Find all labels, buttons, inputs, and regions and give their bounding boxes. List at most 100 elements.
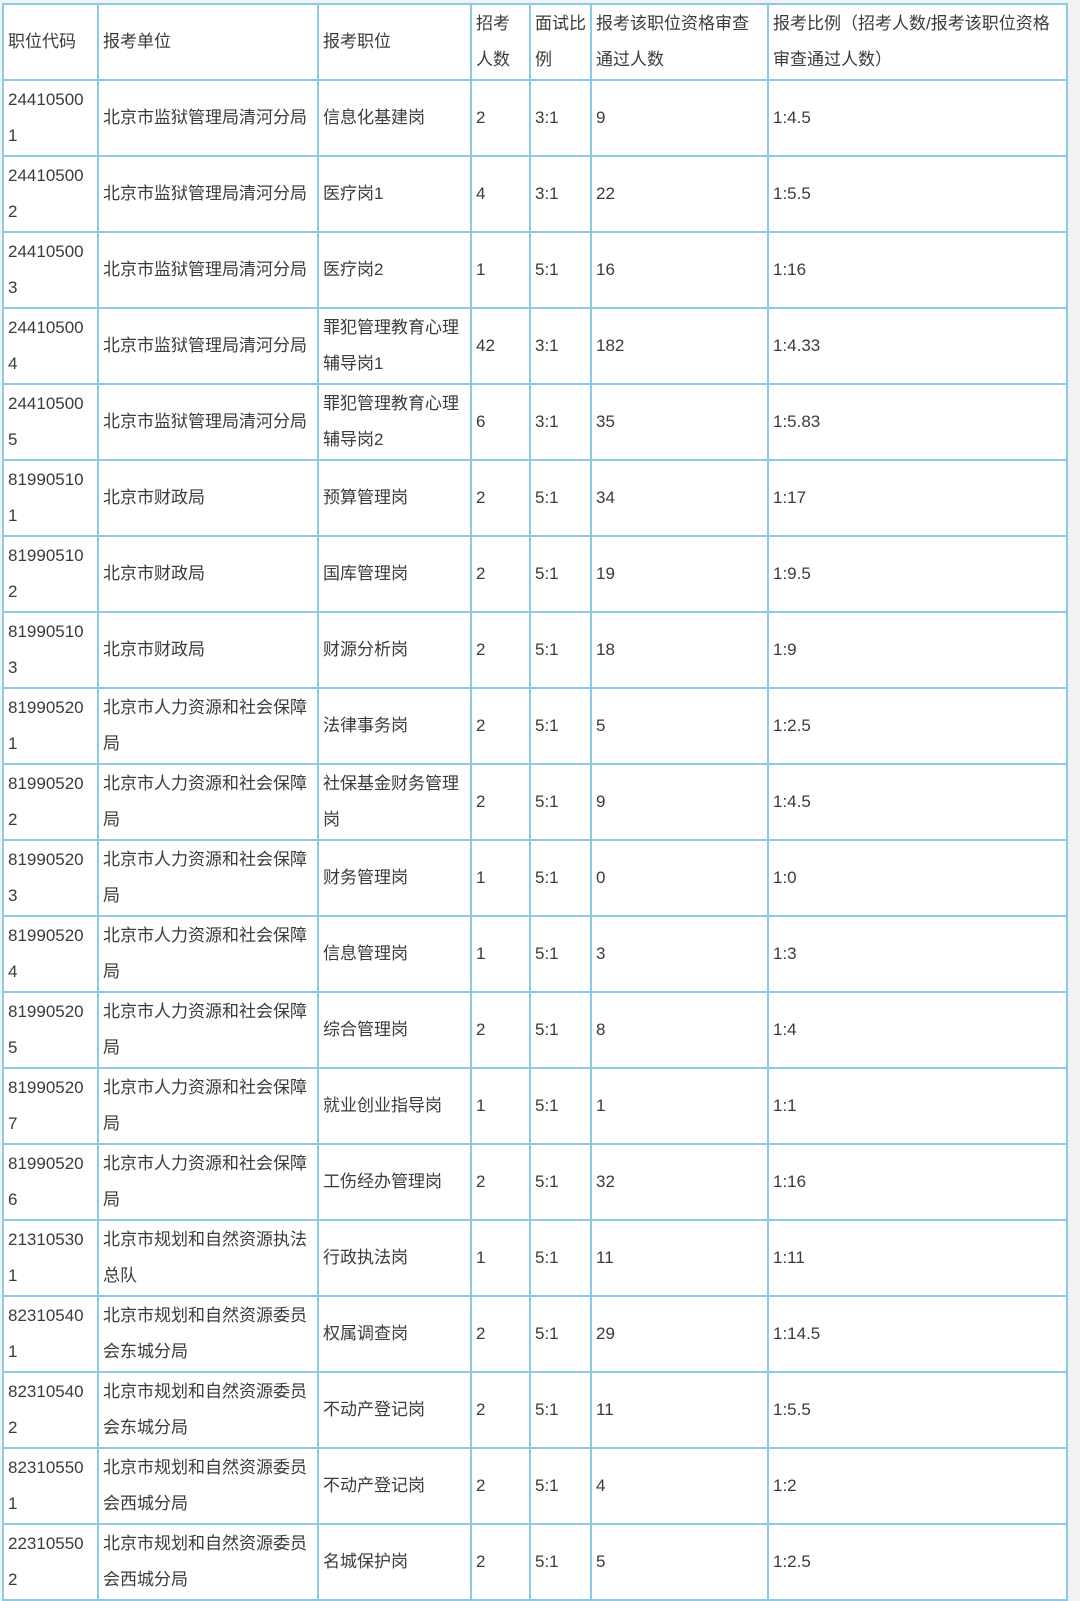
cell-apply-ratio: 1:4.5 — [767, 763, 1068, 841]
cell-recruit-count: 2 — [470, 611, 531, 689]
cell-position: 医疗岗2 — [317, 231, 472, 309]
cell-interview-ratio: 5:1 — [529, 839, 592, 917]
cell-position-code: 819905205 — [2, 991, 99, 1069]
header-row: 职位代码 报考单位 报考职位 招考人数 面试比例 报考该职位资格审查通过人数 报考比例（招考… — [2, 3, 1068, 81]
cell-apply-ratio: 1:16 — [767, 231, 1068, 309]
cell-passed-count: 16 — [590, 231, 769, 309]
cell-interview-ratio: 5:1 — [529, 1219, 592, 1297]
cell-position: 财务管理岗 — [317, 839, 472, 917]
cell-interview-ratio: 5:1 — [529, 1523, 592, 1601]
cell-position-code: 819905103 — [2, 611, 99, 689]
table-row: 819905202 北京市人力资源和社会保障局 社保基金财务管理岗 2 5:1 9 1:4.… — [2, 763, 1068, 841]
cell-position: 医疗岗1 — [317, 155, 472, 233]
table-row: 819905204 北京市人力资源和社会保障局 信息管理岗 1 5:1 3 1:3 — [2, 915, 1068, 993]
cell-apply-ratio: 1:1 — [767, 1067, 1068, 1145]
cell-passed-count: 18 — [590, 611, 769, 689]
cell-unit: 北京市财政局 — [97, 535, 319, 613]
cell-interview-ratio: 5:1 — [529, 763, 592, 841]
cell-apply-ratio: 1:2.5 — [767, 687, 1068, 765]
cell-unit: 北京市规划和自然资源委员会西城分局 — [97, 1523, 319, 1601]
cell-recruit-count: 1 — [470, 1067, 531, 1145]
cell-position: 综合管理岗 — [317, 991, 472, 1069]
cell-recruit-count: 2 — [470, 535, 531, 613]
cell-recruit-count: 4 — [470, 155, 531, 233]
cell-passed-count: 3 — [590, 915, 769, 993]
cell-interview-ratio: 5:1 — [529, 1447, 592, 1525]
cell-position-code: 823105401 — [2, 1295, 99, 1373]
table-row: 819905102 北京市财政局 国库管理岗 2 5:1 19 1:9.5 — [2, 535, 1068, 613]
cell-passed-count: 9 — [590, 79, 769, 157]
cell-interview-ratio: 5:1 — [529, 1067, 592, 1145]
cell-position: 权属调查岗 — [317, 1295, 472, 1373]
cell-position-code: 819905101 — [2, 459, 99, 537]
table-row: 244105001 北京市监狱管理局清河分局 信息化基建岗 2 3:1 9 1:4.5 — [2, 79, 1068, 157]
cell-position-code: 223105502 — [2, 1523, 99, 1601]
cell-apply-ratio: 1:3 — [767, 915, 1068, 993]
cell-unit: 北京市监狱管理局清河分局 — [97, 383, 319, 461]
cell-position-code: 819905102 — [2, 535, 99, 613]
cell-position: 社保基金财务管理岗 — [317, 763, 472, 841]
table-row: 223105502 北京市规划和自然资源委员会西城分局 名城保护岗 2 5:1 5 1:2.… — [2, 1523, 1068, 1601]
cell-passed-count: 182 — [590, 307, 769, 385]
cell-unit: 北京市监狱管理局清河分局 — [97, 231, 319, 309]
cell-position-code: 244105001 — [2, 79, 99, 157]
cell-passed-count: 19 — [590, 535, 769, 613]
table-row: 823105402 北京市规划和自然资源委员会东城分局 不动产登记岗 2 5:1 11 1:… — [2, 1371, 1068, 1449]
cell-position-code: 819905201 — [2, 687, 99, 765]
cell-unit: 北京市规划和自然资源委员会东城分局 — [97, 1371, 319, 1449]
cell-position: 不动产登记岗 — [317, 1447, 472, 1525]
cell-passed-count: 32 — [590, 1143, 769, 1221]
cell-recruit-count: 2 — [470, 1295, 531, 1373]
cell-apply-ratio: 1:11 — [767, 1219, 1068, 1297]
cell-passed-count: 5 — [590, 1523, 769, 1601]
table-row: 819905203 北京市人力资源和社会保障局 财务管理岗 1 5:1 0 1:0 — [2, 839, 1068, 917]
cell-passed-count: 34 — [590, 459, 769, 537]
cell-passed-count: 5 — [590, 687, 769, 765]
cell-recruit-count: 2 — [470, 991, 531, 1069]
cell-interview-ratio: 3:1 — [529, 155, 592, 233]
cell-interview-ratio: 5:1 — [529, 991, 592, 1069]
cell-passed-count: 29 — [590, 1295, 769, 1373]
cell-apply-ratio: 1:4.5 — [767, 79, 1068, 157]
cell-unit: 北京市规划和自然资源委员会东城分局 — [97, 1295, 319, 1373]
cell-position: 行政执法岗 — [317, 1219, 472, 1297]
table-row: 244105002 北京市监狱管理局清河分局 医疗岗1 4 3:1 22 1:5.5 — [2, 155, 1068, 233]
cell-apply-ratio: 1:14.5 — [767, 1295, 1068, 1373]
cell-apply-ratio: 1:4.33 — [767, 307, 1068, 385]
cell-interview-ratio: 5:1 — [529, 611, 592, 689]
cell-unit: 北京市人力资源和社会保障局 — [97, 839, 319, 917]
column-header-interview-ratio: 面试比例 — [529, 3, 592, 81]
cell-position: 罪犯管理教育心理辅导岗1 — [317, 307, 472, 385]
cell-position-code: 244105004 — [2, 307, 99, 385]
cell-passed-count: 8 — [590, 991, 769, 1069]
column-header-unit: 报考单位 — [97, 3, 319, 81]
cell-passed-count: 9 — [590, 763, 769, 841]
cell-recruit-count: 2 — [470, 1447, 531, 1525]
cell-position-code: 819905207 — [2, 1067, 99, 1145]
cell-unit: 北京市财政局 — [97, 611, 319, 689]
cell-passed-count: 35 — [590, 383, 769, 461]
cell-position: 财源分析岗 — [317, 611, 472, 689]
cell-interview-ratio: 5:1 — [529, 535, 592, 613]
cell-recruit-count: 1 — [470, 231, 531, 309]
cell-unit: 北京市人力资源和社会保障局 — [97, 1067, 319, 1145]
cell-interview-ratio: 5:1 — [529, 687, 592, 765]
table-row: 819905103 北京市财政局 财源分析岗 2 5:1 18 1:9 — [2, 611, 1068, 689]
cell-unit: 北京市监狱管理局清河分局 — [97, 307, 319, 385]
cell-apply-ratio: 1:2.5 — [767, 1523, 1068, 1601]
cell-unit: 北京市人力资源和社会保障局 — [97, 915, 319, 993]
cell-position-code: 823105501 — [2, 1447, 99, 1525]
cell-unit: 北京市人力资源和社会保障局 — [97, 1143, 319, 1221]
cell-recruit-count: 2 — [470, 1371, 531, 1449]
cell-position-code: 819905203 — [2, 839, 99, 917]
cell-apply-ratio: 1:16 — [767, 1143, 1068, 1221]
cell-position-code: 819905202 — [2, 763, 99, 841]
cell-recruit-count: 1 — [470, 1219, 531, 1297]
table-body: 244105001 北京市监狱管理局清河分局 信息化基建岗 2 3:1 9 1:4.5 244… — [2, 79, 1068, 1601]
cell-interview-ratio: 5:1 — [529, 915, 592, 993]
cell-recruit-count: 2 — [470, 1523, 531, 1601]
table-row: 213105301 北京市规划和自然资源执法总队 行政执法岗 1 5:1 11 1:11 — [2, 1219, 1068, 1297]
cell-unit: 北京市监狱管理局清河分局 — [97, 79, 319, 157]
cell-passed-count: 4 — [590, 1447, 769, 1525]
cell-recruit-count: 1 — [470, 915, 531, 993]
